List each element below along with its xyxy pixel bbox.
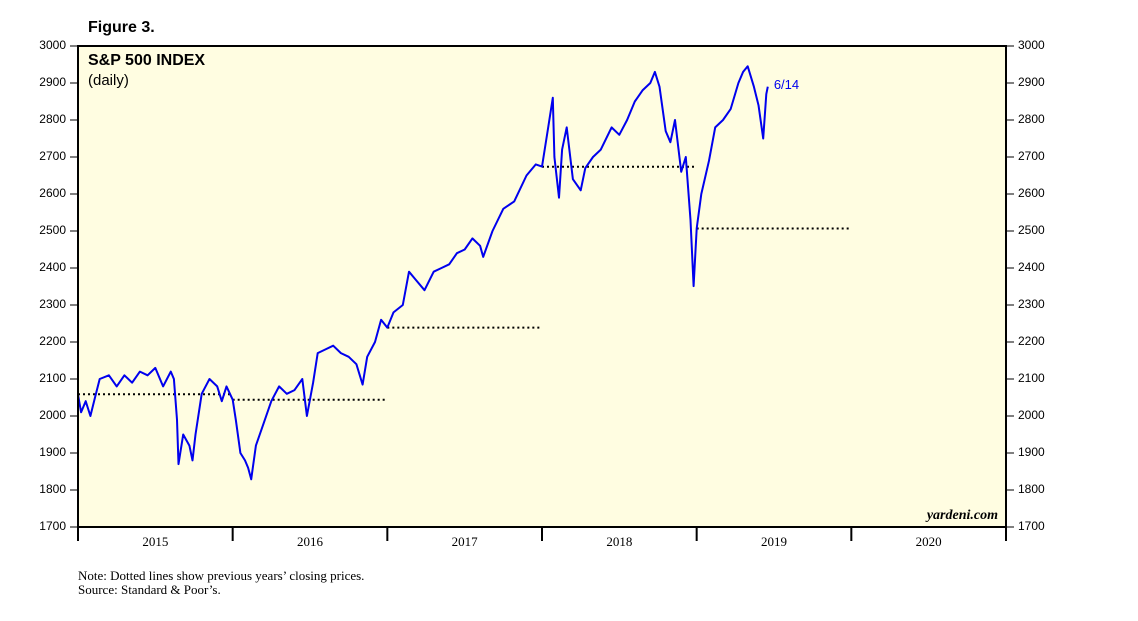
- y-tick-label: 2400: [39, 260, 66, 274]
- y-tick-label: 2800: [1018, 112, 1045, 126]
- y-tick-label: 1700: [1018, 519, 1045, 533]
- x-tick-label: 2019: [761, 534, 787, 549]
- figure-label: Figure 3.: [88, 19, 155, 36]
- y-tick-label: 1800: [1018, 482, 1045, 496]
- y-tick-label: 3000: [1018, 38, 1045, 52]
- chart-subtitle: (daily): [88, 72, 129, 89]
- y-tick-label: 2600: [39, 186, 66, 200]
- y-tick-label: 2900: [39, 75, 66, 89]
- x-tick-label: 2016: [297, 534, 324, 549]
- source-mark: yardeni.com: [925, 508, 998, 523]
- plot-frame: [77, 45, 1007, 528]
- y-tick-label: 2000: [39, 408, 66, 422]
- y-tick-label: 1800: [39, 482, 66, 496]
- x-tick-label: 2020: [916, 534, 942, 549]
- y-tick-label: 2100: [39, 371, 66, 385]
- plot-area: [78, 46, 1006, 527]
- y-tick-label: 1700: [39, 519, 66, 533]
- y-tick-label: 2300: [39, 297, 66, 311]
- note: Note: Dotted lines show previous years’ …: [78, 568, 364, 583]
- x-tick-label: 2017: [452, 534, 479, 549]
- y-tick-label: 1900: [1018, 445, 1045, 459]
- end-label: 6/14: [774, 77, 799, 92]
- y-tick-label: 3000: [39, 38, 66, 52]
- y-tick-label: 2800: [39, 112, 66, 126]
- y-tick-label: 2500: [39, 223, 66, 237]
- x-tick-label: 2015: [142, 534, 168, 549]
- y-tick-label: 2900: [1018, 75, 1045, 89]
- series-line: [77, 65, 769, 481]
- y-tick-label: 2000: [1018, 408, 1045, 422]
- y-tick-label: 2300: [1018, 297, 1045, 311]
- y-tick-label: 2200: [39, 334, 66, 348]
- y-tick-label: 2100: [1018, 371, 1045, 385]
- y-tick-label: 2400: [1018, 260, 1045, 274]
- note: Source: Standard & Poor’s.: [78, 582, 221, 597]
- y-tick-label: 1900: [39, 445, 66, 459]
- y-tick-label: 2700: [39, 149, 66, 163]
- y-tick-label: 2500: [1018, 223, 1045, 237]
- y-tick-label: 2700: [1018, 149, 1045, 163]
- y-tick-label: 2200: [1018, 334, 1045, 348]
- chart-title: S&P 500 INDEX: [88, 52, 205, 69]
- x-tick-label: 2018: [606, 534, 632, 549]
- y-tick-label: 2600: [1018, 186, 1045, 200]
